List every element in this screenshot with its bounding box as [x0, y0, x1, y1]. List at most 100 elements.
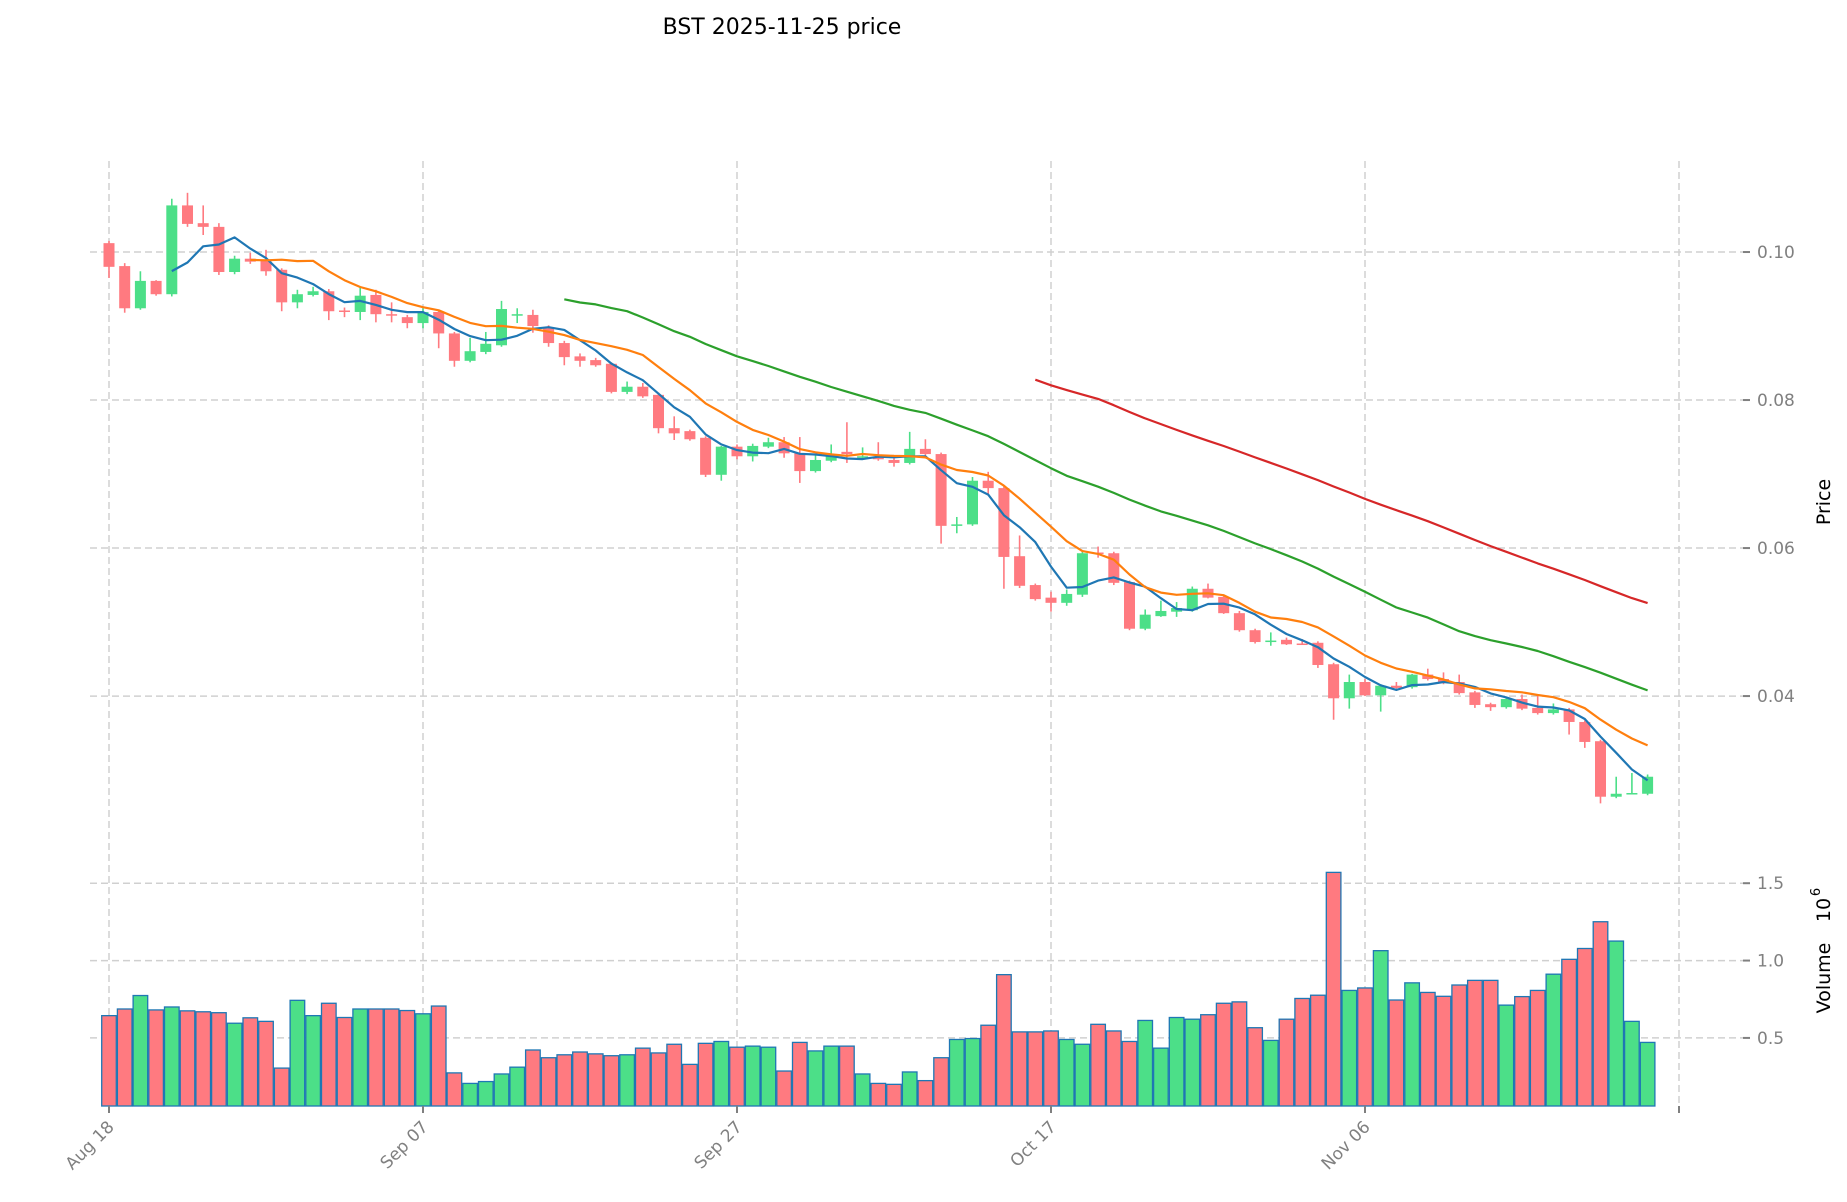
volume-bar-up [1058, 1038, 1075, 1107]
candle-body-down [700, 437, 712, 475]
candle-body-up [621, 386, 633, 392]
candle-body-down [637, 386, 649, 397]
volume-bar-up [1074, 1043, 1091, 1107]
volume-bar-up [226, 1022, 243, 1107]
volume-bar-up [964, 1037, 981, 1107]
volume-bar-down [430, 1005, 447, 1107]
ma5-line [171, 236, 1649, 782]
volume-bar-down [1529, 989, 1546, 1107]
candle-body-down [1469, 692, 1481, 705]
candle-body-down [605, 363, 617, 392]
volume-bar-down [603, 1055, 620, 1107]
price-tick-label: 0.08 [1757, 391, 1795, 411]
candle-body-down [1328, 664, 1340, 699]
volume-bar-up [744, 1045, 761, 1107]
candle-body-down [260, 260, 272, 272]
volume-bar-down [681, 1063, 698, 1107]
candle-body-down [982, 480, 994, 489]
volume-bar-down [273, 1067, 290, 1107]
volume-bar-down [1592, 921, 1609, 1107]
candle-body-up [291, 294, 303, 303]
volume-bar-up [1623, 1020, 1640, 1107]
grid-lines [90, 161, 1743, 1106]
volume-bar-up [163, 1006, 180, 1107]
volume-tick-label: 1.0 [1757, 952, 1784, 972]
volume-bar-up [462, 1082, 479, 1107]
volume-bar-down [1466, 979, 1483, 1107]
volume-bar-down [917, 1079, 934, 1107]
volume-bar-down [634, 1047, 651, 1107]
candle-body-down [558, 343, 570, 358]
candle-body-down [527, 314, 539, 327]
candle-body-up [1186, 588, 1198, 611]
candle-body-down [888, 459, 900, 463]
volume-bar-down [980, 1024, 997, 1107]
candle-body-down [1422, 674, 1434, 680]
candle-body-up [417, 311, 429, 324]
candle-body-down [1296, 643, 1308, 646]
candle-body-down [1045, 597, 1057, 603]
price-axis-label: Price [1813, 479, 1835, 525]
candle-body-up [1626, 793, 1638, 795]
x-tick-label: Nov 06 [1318, 1117, 1375, 1174]
volume-bar-down [933, 1057, 950, 1107]
volume-bar-up [901, 1071, 918, 1107]
volume-bar-down [1027, 1031, 1044, 1107]
candle-body-up [951, 524, 963, 526]
volume-bar-down [666, 1043, 683, 1107]
candle-body-up [229, 258, 241, 273]
candle-body-down [872, 457, 884, 460]
volume-bar-down [179, 1010, 196, 1107]
volume-bar-down [540, 1057, 557, 1107]
candle-body-up [762, 442, 774, 447]
x-tick-label: Oct 17 [1006, 1117, 1060, 1171]
candle-body-up [715, 446, 727, 475]
volume-bar-up [415, 1013, 431, 1107]
candle-body-up [1139, 614, 1151, 629]
candle-body-down [339, 310, 350, 312]
candle-body-up [1265, 640, 1277, 643]
volume-bar-up [948, 1038, 965, 1107]
candle-body-down [841, 451, 853, 455]
volume-bar-up [1498, 1004, 1515, 1107]
volume-bar-down [524, 1049, 541, 1107]
volume-bar-down [1215, 1002, 1232, 1107]
volume-bar-down [1309, 994, 1326, 1107]
x-tick-label: Sep 27 [691, 1117, 747, 1173]
volume-bar-down [1514, 995, 1530, 1107]
volume-bar-down [1561, 958, 1578, 1107]
candle-body-down [919, 448, 931, 455]
volume-bar-down [838, 1045, 855, 1107]
candle-body-down [794, 453, 806, 472]
volume-bar-up [305, 1014, 322, 1107]
volume-bar-down [1105, 1030, 1122, 1107]
volume-tick-label: 0.5 [1757, 1029, 1784, 1049]
volume-bar-down [1482, 979, 1499, 1107]
volume-bar-up [1168, 1016, 1185, 1107]
volume-bar-down [995, 973, 1012, 1107]
volume-bar-down [148, 1009, 165, 1107]
volume-bar-down [1357, 987, 1373, 1107]
candle-body-down [1233, 613, 1245, 631]
volume-bar-down [1011, 1031, 1028, 1107]
candle-body-down [1595, 741, 1606, 797]
volume-bar-down [729, 1046, 745, 1107]
candle-body-up [1375, 685, 1387, 696]
volume-bar-up [713, 1040, 730, 1107]
volume-bar-up [352, 1008, 369, 1107]
candle-body-down [323, 291, 335, 312]
moving-average-lines [171, 236, 1649, 782]
candle-body-down [1281, 639, 1292, 645]
volume-bar-up [760, 1046, 777, 1107]
candle-body-down [1029, 585, 1041, 600]
ma60-line [1034, 378, 1648, 605]
candle-body-down [1563, 709, 1575, 722]
volume-bar-down [320, 1002, 337, 1107]
candle-body-down [1532, 707, 1544, 714]
price-tick-label: 0.10 [1757, 243, 1795, 263]
x-tick-label: Aug 18 [62, 1117, 119, 1174]
candle-body-down [668, 428, 680, 434]
volume-bar-up [289, 999, 306, 1107]
candle-body-down [1359, 682, 1371, 696]
